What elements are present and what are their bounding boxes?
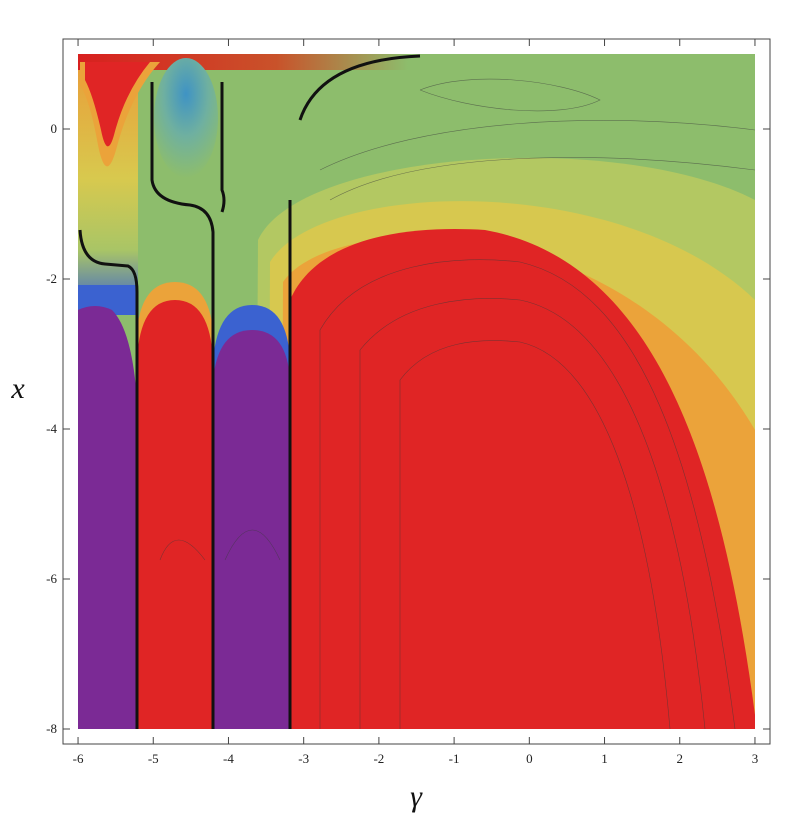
x-tick-label: 3: [752, 751, 759, 766]
band: [78, 54, 408, 70]
contour-line: [319, 259, 736, 730]
region: [85, 62, 150, 147]
contour-line: [399, 340, 671, 730]
contour-line: [359, 298, 706, 730]
region: [137, 300, 213, 729]
contour-line: [220, 82, 226, 213]
x-tick-label: -1: [449, 751, 460, 766]
x-tick-label: 0: [526, 751, 533, 766]
region: [213, 330, 290, 729]
y-tick-label: -8: [46, 721, 57, 736]
contour-line: [159, 539, 206, 561]
contour-line: [319, 120, 756, 171]
y-tick-label: -4: [46, 421, 57, 436]
contour-line: [224, 529, 281, 561]
contour-line: [419, 78, 601, 112]
contour-field: [78, 54, 756, 730]
plot-frame: [62, 38, 771, 745]
x-tick-label: 2: [676, 751, 683, 766]
y-tick-label: 0: [51, 121, 58, 136]
contour-line: [329, 157, 756, 201]
y-tick-label: -6: [46, 571, 57, 586]
contour-line: [78, 229, 139, 729]
contour-lines: [78, 54, 421, 729]
contour-line: [150, 82, 215, 729]
region: [78, 306, 137, 729]
x-axis-label: γ: [410, 780, 423, 813]
x-tick-label: -5: [148, 751, 159, 766]
y-tick-label: -2: [46, 271, 57, 286]
contour-line: [298, 54, 421, 121]
x-tick-label: -2: [373, 751, 384, 766]
y-axis-label: x: [10, 372, 25, 405]
x-tick-label: 1: [601, 751, 608, 766]
x-tick-label: -3: [298, 751, 309, 766]
region: [154, 58, 218, 178]
contour-lines: [159, 78, 756, 730]
region: [290, 229, 755, 729]
x-tick-label: -6: [73, 751, 84, 766]
x-tick-label: -4: [223, 751, 234, 766]
